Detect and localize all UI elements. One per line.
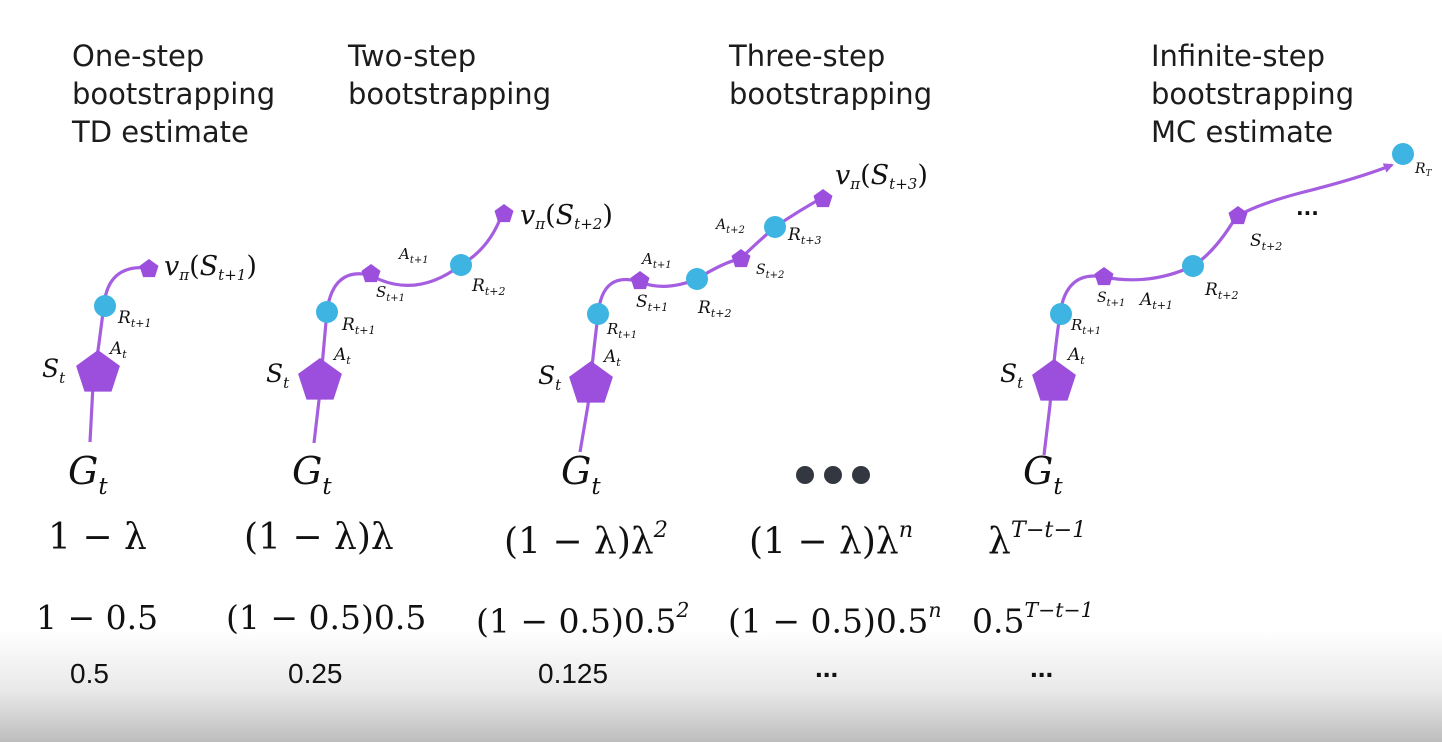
label-S-t1: St+1 [636, 292, 668, 314]
label-S-t: St [266, 359, 290, 392]
reward-node [1050, 303, 1072, 325]
value-two-step: 0.25 [288, 658, 343, 689]
one-step-diagram: St At Rt+1 vπ(St+1) [42, 251, 257, 443]
numeric-n-step: (1 − 0.5)0.5n [728, 598, 942, 641]
state-node-large [569, 361, 613, 403]
return-Gt: Gt [292, 449, 332, 500]
weight-n-step: (1 − λ)λn [749, 517, 914, 563]
label-R-t1: Rt+1 [117, 308, 151, 330]
label-A-t1: At+1 [640, 250, 672, 271]
numeric-three-step: (1 − 0.5)0.52 [476, 598, 690, 641]
reward-node [1182, 255, 1204, 277]
label-A-t: At [602, 347, 621, 369]
trajectory-line [1042, 163, 1394, 456]
value-three-step: 0.125 [538, 658, 609, 689]
label-A-t2: At+2 [714, 217, 745, 236]
label-R-t2: Rt+2 [471, 276, 505, 298]
reward-node [686, 268, 708, 290]
label-A-t: At [108, 339, 127, 361]
label-R-t2: Rt+2 [697, 298, 731, 320]
reward-node [587, 303, 609, 325]
label-R-t3: Rt+3 [787, 225, 821, 247]
state-node-small [361, 264, 381, 283]
state-node-large [76, 350, 120, 392]
numeric-infinite-step: 0.5T−t−1 [972, 598, 1094, 641]
reward-node [316, 301, 338, 323]
title-two-step: Two-step bootstrapping [348, 39, 552, 111]
state-node-small [1094, 267, 1114, 286]
label-S-t: St [538, 361, 562, 394]
label-S-t: St [42, 354, 66, 387]
label-R-t1: Rt+1 [341, 315, 375, 337]
ellipsis-dots [796, 466, 870, 484]
numeric-two-step: (1 − 0.5)0.5 [226, 598, 427, 637]
label-S-t2: St+2 [1250, 231, 1282, 253]
label-value: vπ(St+3) [835, 160, 928, 193]
state-node-large [298, 358, 342, 400]
state-node-small [630, 271, 650, 290]
return-Gt: Gt [561, 449, 601, 500]
reward-node [764, 216, 786, 238]
weight-three-step: (1 − λ)λ2 [504, 517, 668, 563]
state-node-small [139, 259, 159, 278]
value-n-step: ... [815, 652, 839, 683]
ellipsis-label: ... [1296, 196, 1319, 220]
state-node-small [1228, 206, 1248, 225]
value-one-step: 0.5 [70, 658, 109, 689]
weight-two-step: (1 − λ)λ [244, 517, 394, 558]
label-A-t1: At+1 [397, 245, 429, 266]
label-R-t1: Rt+1 [1070, 316, 1101, 337]
state-node-small [813, 189, 833, 208]
label-S-t1: St+1 [1097, 290, 1125, 309]
numeric-one-step: 1 − 0.5 [36, 598, 159, 637]
reward-node [450, 254, 472, 276]
value-infinite-step: ... [1030, 652, 1054, 683]
weight-infinite-step: λT−t−1 [988, 517, 1087, 563]
infinite-step-diagram: St At Rt+1 St+1 At+1 Rt+2 St+2 RT ... [1000, 143, 1433, 456]
title-three-step: Three-step bootstrapping [729, 39, 933, 111]
weight-one-step: 1 − λ [48, 517, 147, 558]
label-A-t1: At+1 [1138, 290, 1173, 312]
label-R-t1: Rt+1 [606, 320, 637, 341]
return-Gt: Gt [1023, 449, 1063, 500]
two-step-diagram: St At Rt+1 St+1 At+1 Rt+2 vπ(St+2) [266, 200, 613, 444]
three-step-diagram: St At Rt+1 At+1 St+1 Rt+2 St+2 At+2 Rt+3… [538, 160, 928, 453]
label-S-t: St [1000, 359, 1024, 392]
state-node-small [494, 204, 514, 223]
title-one-step: One-step bootstrapping TD estimate [72, 39, 276, 149]
return-labels: Gt Gt Gt Gt [68, 449, 1063, 500]
label-R-t2: Rt+2 [1204, 280, 1238, 302]
title-infinite-step: Infinite-step bootstrapping MC estimate [1151, 39, 1355, 149]
label-value: vπ(St+2) [520, 200, 613, 233]
terminal-reward-node [1392, 143, 1414, 165]
label-A-t: At [1066, 345, 1085, 367]
label-value: vπ(St+1) [164, 251, 257, 284]
label-S-t2: St+2 [756, 262, 784, 281]
state-node-large [1032, 359, 1076, 401]
label-R-T: RT [1414, 161, 1433, 179]
reward-node [94, 295, 116, 317]
state-node-small [731, 249, 751, 268]
return-Gt: Gt [68, 449, 108, 500]
label-A-t: At [332, 345, 351, 367]
